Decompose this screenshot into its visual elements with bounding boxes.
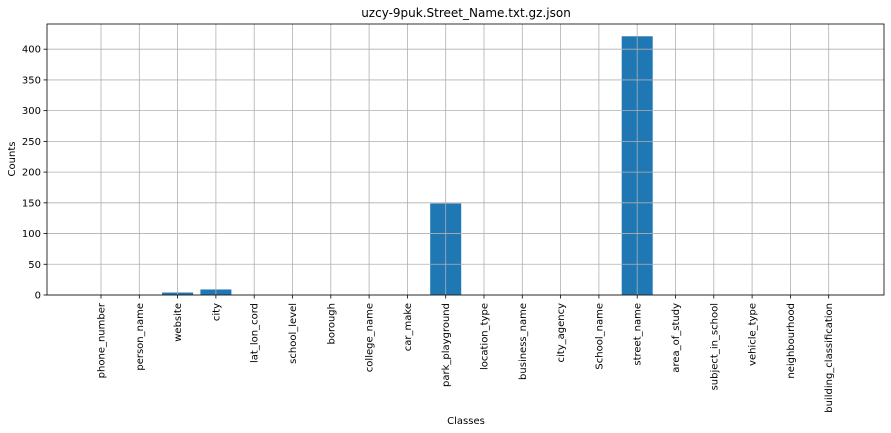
x-tick-label: business_name: [518, 303, 529, 380]
x-tick-label: neighbourhood: [786, 303, 797, 379]
chart-title: uzcy-9puk.Street_Name.txt.gz.json: [361, 6, 571, 20]
x-tick-label: street_name: [633, 303, 644, 366]
y-tick-label: 100: [22, 229, 41, 240]
x-tick-label: city_agency: [556, 303, 567, 363]
x-tick-label: college_name: [365, 303, 376, 372]
x-tick-label: location_type: [480, 303, 491, 370]
y-tick-label: 200: [22, 168, 41, 179]
y-tick-label: 350: [22, 75, 41, 86]
x-tick-label: person_name: [135, 303, 146, 371]
x-tick-label: vehicle_type: [748, 303, 759, 366]
y-tick-label: 250: [22, 137, 41, 148]
x-tick-label: area_of_study: [671, 303, 682, 373]
y-axis-ticks: 0 50 100 150 200 250 300 350 400: [22, 45, 47, 302]
x-tick-label: lat_lon_cord: [250, 303, 261, 363]
x-tick-label: website: [173, 303, 184, 342]
x-axis-ticks: phone_number person_name website city lat_lo…: [97, 295, 835, 413]
gridlines: [47, 24, 884, 296]
x-axis-label: Classes: [447, 416, 485, 427]
y-tick-label: 50: [28, 260, 41, 271]
x-tick-label: city: [211, 303, 222, 321]
y-tick-label: 400: [22, 45, 41, 56]
x-tick-label: school_level: [288, 303, 299, 364]
y-tick-label: 300: [22, 106, 41, 117]
x-tick-label: car_make: [403, 303, 414, 351]
y-axis-label: Counts: [7, 142, 18, 177]
x-tick-label: park_playground: [441, 303, 452, 387]
y-tick-label: 150: [22, 198, 41, 209]
x-tick-label: phone_number: [97, 302, 108, 378]
x-tick-label: subject_in_school: [709, 303, 720, 390]
plot-frame: [46, 23, 885, 296]
x-tick-label: building_classification: [824, 303, 835, 413]
x-tick-label: borough: [326, 303, 337, 345]
x-tick-label: School_name: [594, 303, 605, 370]
y-tick-label: 0: [35, 291, 41, 302]
